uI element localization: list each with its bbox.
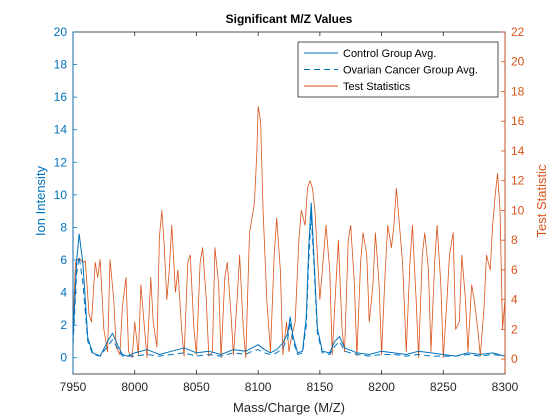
left-y-tick-label: 16 xyxy=(54,90,68,104)
series-line-cancer xyxy=(73,213,505,357)
left-y-tick-label: 18 xyxy=(54,58,68,72)
left-y-tick-label: 8 xyxy=(60,220,67,234)
right-y-tick-label: 22 xyxy=(511,25,525,39)
left-y-tick-label: 4 xyxy=(60,286,67,300)
left-y-tick-label: 12 xyxy=(54,155,68,169)
x-tick-label: 8200 xyxy=(368,380,395,394)
legend-label-test-statistics: Test Statistics xyxy=(343,81,411,93)
x-tick-label: 8100 xyxy=(245,380,272,394)
right-y-tick-label: 20 xyxy=(511,55,525,69)
series-line-test-statistics xyxy=(73,105,505,359)
plot-area xyxy=(73,105,505,359)
x-tick-label: 7950 xyxy=(60,380,87,394)
x-axis-label: Mass/Charge (M/Z) xyxy=(233,400,345,415)
right-y-tick-label: 0 xyxy=(511,352,518,366)
legend-label-control: Control Group Avg. xyxy=(343,48,436,60)
left-y-tick-label: 6 xyxy=(60,253,67,267)
left-y-axis-label: Ion Intensity xyxy=(33,165,48,236)
x-tick-label: 8150 xyxy=(307,380,334,394)
right-y-tick-label: 8 xyxy=(511,233,518,247)
right-y-tick-label: 6 xyxy=(511,263,518,277)
ticks: 7950 8000 8050 8100 8150 8200 8250 830002468101… xyxy=(54,25,525,394)
x-tick-label: 8250 xyxy=(430,380,457,394)
x-tick-label: 8050 xyxy=(183,380,210,394)
right-y-tick-label: 10 xyxy=(511,203,525,217)
right-y-tick-label: 4 xyxy=(511,293,518,307)
chart-title: Significant M/Z Values xyxy=(226,12,353,26)
legend-label-cancer: Ovarian Cancer Group Avg. xyxy=(343,65,478,77)
left-y-tick-label: 0 xyxy=(60,351,67,365)
left-y-tick-label: 10 xyxy=(54,188,68,202)
left-y-tick-label: 14 xyxy=(54,123,68,137)
right-y-tick-label: 2 xyxy=(511,322,518,336)
left-y-tick-label: 20 xyxy=(54,25,68,39)
x-tick-label: 8300 xyxy=(492,380,519,394)
x-tick-label: 8000 xyxy=(121,380,148,394)
series-line-control xyxy=(73,202,505,357)
left-y-tick-label: 2 xyxy=(60,318,67,332)
right-y-tick-label: 16 xyxy=(511,114,525,128)
right-y-tick-label: 14 xyxy=(511,144,525,158)
right-y-axis-label: Test Statistic xyxy=(534,164,549,237)
legend-box xyxy=(297,41,499,98)
right-y-tick-label: 18 xyxy=(511,84,525,98)
right-y-tick-label: 12 xyxy=(511,174,525,188)
legend: Control Group Avg. Ovarian Cancer Group A… xyxy=(297,41,499,98)
